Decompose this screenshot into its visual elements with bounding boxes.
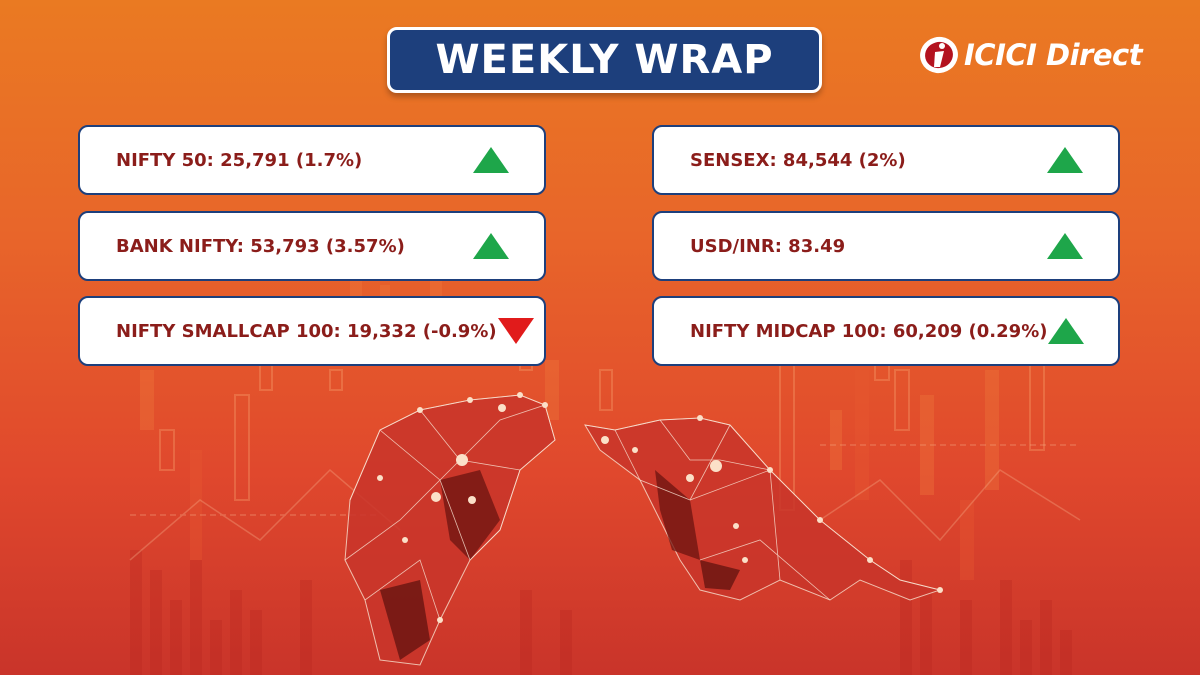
bull-figure bbox=[584, 415, 943, 601]
brand-logo: ICICI Direct bbox=[918, 30, 1173, 80]
brand-name: ICICI Direct bbox=[964, 38, 1143, 72]
title-banner: WEEKLY WRAP bbox=[387, 27, 822, 93]
index-card-nifty-50: NIFTY 50: 25,791 (1.7%) bbox=[78, 125, 546, 195]
down-arrow-icon bbox=[497, 318, 534, 344]
index-card-sensex: SENSEX: 84,544 (2%) bbox=[652, 125, 1120, 195]
index-card-usd-inr: USD/INR: 83.49 bbox=[652, 211, 1120, 281]
up-arrow-icon bbox=[473, 233, 509, 259]
index-card-label: USD/INR: 83.49 bbox=[690, 235, 846, 257]
volume-bars-decoration bbox=[130, 550, 1072, 675]
up-arrow-icon bbox=[1047, 147, 1083, 173]
index-card-nifty-smallcap-100: NIFTY SMALLCAP 100: 19,332 (-0.9%) bbox=[78, 296, 546, 366]
index-card-label: SENSEX: 84,544 (2%) bbox=[690, 149, 906, 171]
index-card-label: NIFTY MIDCAP 100: 60,209 (0.29%) bbox=[690, 320, 1048, 342]
brand-i-icon bbox=[920, 36, 958, 74]
index-card-label: NIFTY 50: 25,791 (1.7%) bbox=[116, 149, 363, 171]
up-arrow-icon bbox=[1047, 233, 1083, 259]
index-card-label: BANK NIFTY: 53,793 (3.57%) bbox=[116, 235, 405, 257]
index-card-bank-nifty: BANK NIFTY: 53,793 (3.57%) bbox=[78, 211, 546, 281]
bear-figure bbox=[344, 392, 556, 666]
index-card-nifty-midcap-100: NIFTY MIDCAP 100: 60,209 (0.29%) bbox=[652, 296, 1120, 366]
up-arrow-icon bbox=[1048, 318, 1085, 344]
up-arrow-icon bbox=[473, 147, 509, 173]
trend-lines-decoration bbox=[129, 444, 1081, 561]
page-title: WEEKLY WRAP bbox=[435, 37, 774, 83]
index-card-label: NIFTY SMALLCAP 100: 19,332 (-0.9%) bbox=[116, 320, 497, 342]
